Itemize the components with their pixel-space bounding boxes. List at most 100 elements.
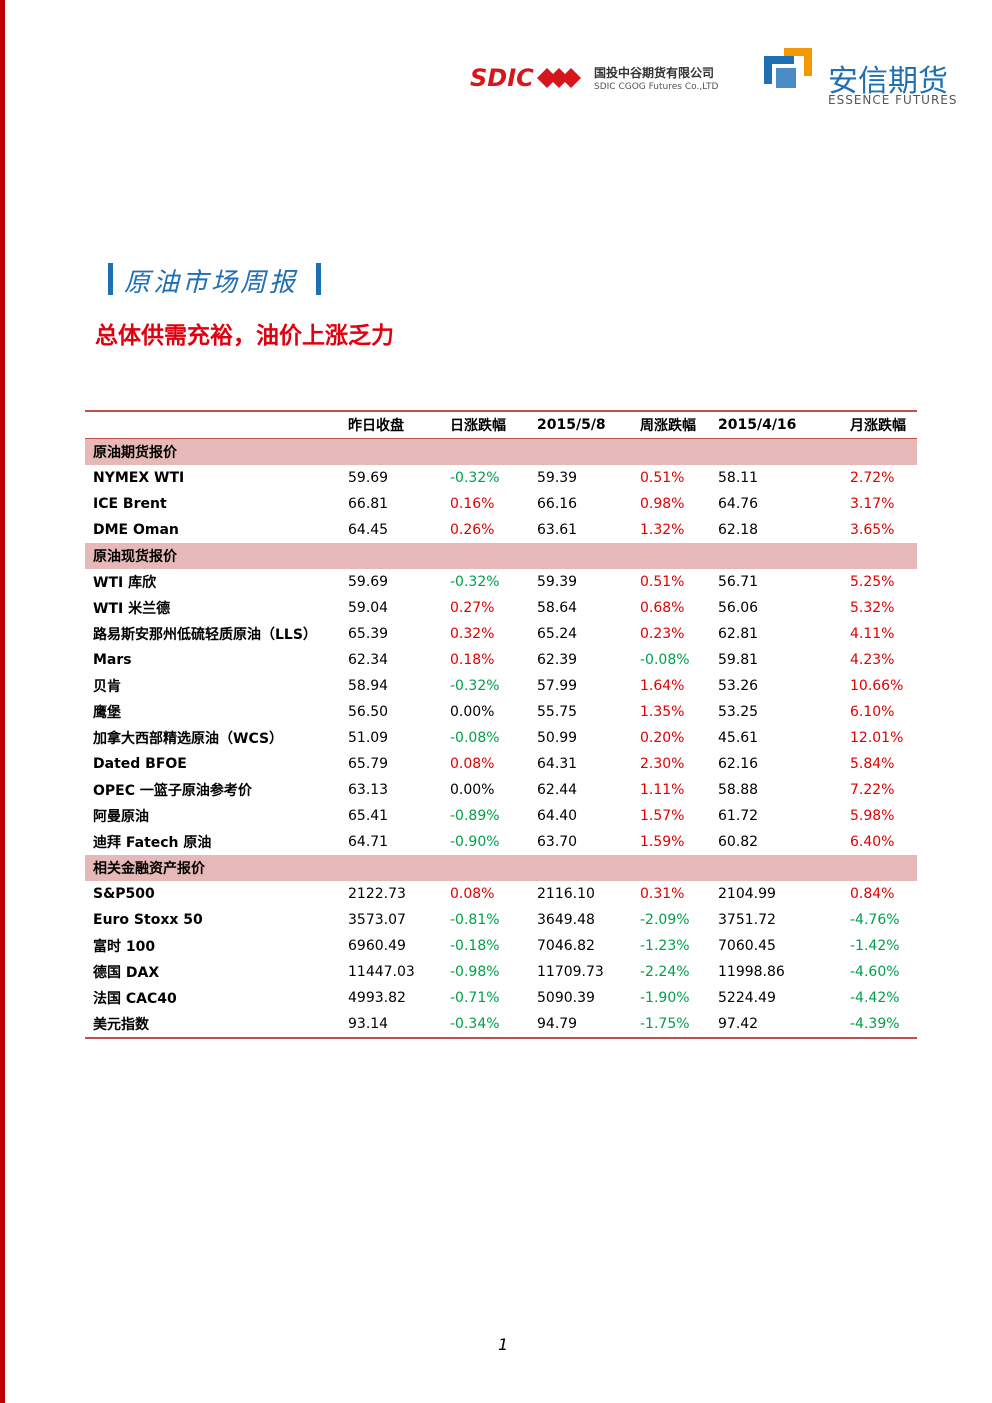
company-en: SDIC CGOG Futures Co.,LTD — [594, 82, 719, 92]
cell: 2122.73 — [348, 886, 406, 902]
cell: 0.84% — [850, 886, 895, 902]
cell: 57.99 — [537, 678, 578, 694]
cell: 65.79 — [348, 756, 389, 772]
cell: 62.81 — [718, 626, 759, 642]
cell: -1.23% — [640, 938, 690, 954]
cell: 5.84% — [850, 756, 895, 772]
data-row: Dated BFOE 65.79 0.08% 64.31 2.30% 62.16 5.84% — [85, 751, 917, 777]
cell: -4.42% — [850, 990, 900, 1006]
data-row: DME Oman 64.45 0.26% 63.61 1.32% 62.18 3.65% — [85, 517, 917, 543]
cell: 5090.39 — [537, 990, 595, 1006]
sdic-logo: SDIC — [470, 64, 534, 92]
cell: 62.39 — [537, 652, 578, 668]
cell: 7060.45 — [718, 938, 776, 954]
header-cell: 周涨跌幅 — [632, 411, 710, 439]
cell: 59.04 — [348, 600, 389, 616]
cell: 1.57% — [640, 808, 685, 824]
row-name: WTI 库欣 — [93, 575, 157, 591]
cell: 0.51% — [640, 574, 685, 590]
cell: 1.59% — [640, 834, 685, 850]
cell: 93.14 — [348, 1016, 389, 1032]
data-row: 加拿大西部精选原油（WCS） 51.09 -0.08% 50.99 0.20% 45.61… — [85, 725, 917, 751]
cell: 0.98% — [640, 496, 685, 512]
brand-cn: 安信期货 — [828, 64, 948, 99]
cell: 4.23% — [850, 652, 895, 668]
section-row: 原油现货报价 — [85, 543, 917, 569]
cell: 11447.03 — [348, 964, 415, 980]
cell: 12.01% — [850, 730, 904, 746]
cell: 51.09 — [348, 730, 389, 746]
cell: 59.69 — [348, 470, 389, 486]
cell: 63.61 — [537, 522, 578, 538]
header-cell: 日涨跌幅 — [442, 411, 529, 439]
data-row: 路易斯安那州低硫轻质原油（LLS） 65.39 0.32% 65.24 0.23% 62.… — [85, 621, 917, 647]
cell: 58.94 — [348, 678, 389, 694]
title: 原油市场周报 — [124, 268, 299, 298]
header-cell: 2015/5/8 — [529, 411, 632, 439]
cell: 1.35% — [640, 704, 685, 720]
row-name: 迪拜 Fatech 原油 — [93, 835, 212, 851]
row-name: 鹰堡 — [93, 705, 121, 721]
cell: 4.11% — [850, 626, 895, 642]
row-name: Euro Stoxx 50 — [93, 912, 203, 928]
cell: 0.26% — [450, 522, 495, 538]
cell: 53.26 — [718, 678, 759, 694]
cell: 61.72 — [718, 808, 759, 824]
cell: -0.32% — [450, 678, 500, 694]
cell: -4.39% — [850, 1016, 900, 1032]
cell: 62.16 — [718, 756, 759, 772]
data-row: 迪拜 Fatech 原油 64.71 -0.90% 63.70 1.59% 60.82 6.… — [85, 829, 917, 855]
data-row: Mars 62.34 0.18% 62.39 -0.08% 59.81 4.23% — [85, 647, 917, 673]
cell: -0.98% — [450, 964, 500, 980]
cell: 55.75 — [537, 704, 578, 720]
cell: 0.08% — [450, 756, 495, 772]
cell: 59.81 — [718, 652, 759, 668]
data-row: 阿曼原油 65.41 -0.89% 64.40 1.57% 61.72 5.98% — [85, 803, 917, 829]
data-row: 贝肯 58.94 -0.32% 57.99 1.64% 53.26 10.66% — [85, 673, 917, 699]
cell: -0.32% — [450, 470, 500, 486]
cell: 3.17% — [850, 496, 895, 512]
cell: 0.23% — [640, 626, 685, 642]
cell: 2116.10 — [537, 886, 595, 902]
row-name: OPEC 一篮子原油参考价 — [93, 783, 252, 799]
cell: 0.51% — [640, 470, 685, 486]
cell: 5224.49 — [718, 990, 776, 1006]
cell: -4.60% — [850, 964, 900, 980]
cell: 64.76 — [718, 496, 759, 512]
subtitle: 总体供需充裕，油价上涨乏力 — [95, 323, 394, 349]
cell: 6.10% — [850, 704, 895, 720]
cell: 2.72% — [850, 470, 895, 486]
row-name: ICE Brent — [93, 496, 167, 512]
row-name: 阿曼原油 — [93, 809, 149, 825]
cell: 5.98% — [850, 808, 895, 824]
company-cn: 国投中谷期货有限公司 — [594, 66, 715, 80]
cell: 0.20% — [640, 730, 685, 746]
row-name: 富时 100 — [93, 939, 156, 955]
cell: -0.08% — [640, 652, 690, 668]
data-row: 美元指数 93.14 -0.34% 94.79 -1.75% 97.42 -4.39% — [85, 1011, 917, 1038]
cell: 62.34 — [348, 652, 389, 668]
cell: 97.42 — [718, 1016, 759, 1032]
price-table: 昨日收盘 日涨跌幅 2015/5/8 周涨跌幅 2015/4/16 月涨跌幅 原油期货报价 N… — [85, 410, 917, 1039]
cell: 11709.73 — [537, 964, 604, 980]
essence-mark — [764, 48, 812, 88]
cell: 10.66% — [850, 678, 904, 694]
cell: 94.79 — [537, 1016, 578, 1032]
header-cell: 月涨跌幅 — [842, 411, 917, 439]
header-cell: 2015/4/16 — [710, 411, 842, 439]
cell: 58.11 — [718, 470, 759, 486]
section-title: 原油期货报价 — [85, 438, 917, 465]
cell: -2.24% — [640, 964, 690, 980]
header-cell — [85, 411, 340, 439]
cell: 11998.86 — [718, 964, 785, 980]
cell: 45.61 — [718, 730, 759, 746]
cell: -1.75% — [640, 1016, 690, 1032]
page-number: 1 — [498, 1335, 509, 1354]
row-name: DME Oman — [93, 522, 179, 538]
section-row: 相关金融资产报价 — [85, 855, 917, 881]
data-row: OPEC 一篮子原油参考价 63.13 0.00% 62.44 1.11% 58.88 7.… — [85, 777, 917, 803]
row-name: 贝肯 — [93, 679, 121, 695]
cell: 0.00% — [450, 782, 495, 798]
cell: 62.44 — [537, 782, 578, 798]
cell: 60.82 — [718, 834, 759, 850]
